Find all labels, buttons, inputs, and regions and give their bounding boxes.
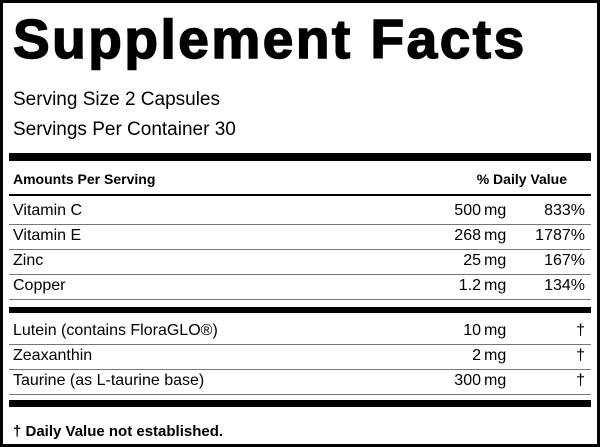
nutrient-row: Zeaxanthin 2 mg †: [9, 344, 591, 370]
unit: mg: [484, 322, 507, 339]
nutrient-name: Copper: [13, 277, 66, 294]
daily-value: 167%: [544, 252, 585, 269]
servings-per-container: Servings Per Container 30: [13, 119, 236, 140]
column-header: Amounts Per Serving: [13, 171, 156, 187]
divider: [9, 307, 591, 313]
nutrient-row: Zinc 25 mg 167%: [9, 249, 591, 275]
unit: mg: [484, 202, 507, 219]
unit: mg: [484, 277, 507, 294]
amount: 268: [454, 227, 481, 244]
unit: mg: [484, 347, 507, 364]
amount: 2: [472, 347, 481, 364]
nutrient-name: Zinc: [13, 252, 44, 269]
daily-value: 1787%: [535, 227, 585, 244]
serving-size: Serving Size 2 Capsules: [13, 89, 220, 110]
daily-value: 134%: [544, 277, 585, 294]
nutrient-row: Taurine (as L-taurine base) 300 mg †: [9, 369, 591, 395]
unit: mg: [484, 372, 507, 389]
amount: 1.2: [458, 277, 481, 294]
nutrient-name: Vitamin E: [13, 227, 82, 244]
nutrient-row: Lutein (contains FloraGLO®) 10 mg †: [9, 319, 591, 345]
daily-value: †: [576, 322, 585, 339]
divider: [9, 153, 591, 161]
nutrient-row: Copper 1.2 mg 134%: [9, 274, 591, 300]
footnote: † Daily Value not established.: [13, 423, 224, 440]
amount: 500: [454, 202, 481, 219]
nutrient-name: Zeaxanthin: [13, 347, 93, 364]
unit: mg: [484, 252, 507, 269]
nutrient-row: Vitamin C 500 mg 833%: [9, 199, 591, 225]
amount: 300: [454, 372, 481, 389]
nutrient-row: Vitamin E 268 mg 1787%: [9, 224, 591, 250]
column-header: % Daily Value: [476, 171, 567, 187]
daily-value: 833%: [544, 202, 585, 219]
nutrient-name: Lutein (contains FloraGLO®): [13, 322, 218, 339]
nutrient-name: Taurine (as L-taurine base): [13, 372, 205, 389]
unit: mg: [484, 227, 507, 244]
divider: [9, 400, 591, 407]
daily-value: †: [576, 372, 585, 389]
title: Supplement Facts: [12, 7, 527, 71]
amount: 25: [463, 252, 481, 269]
divider: [9, 194, 591, 196]
amount: 10: [463, 322, 481, 339]
nutrient-name: Vitamin C: [13, 202, 83, 219]
daily-value: †: [576, 347, 585, 364]
